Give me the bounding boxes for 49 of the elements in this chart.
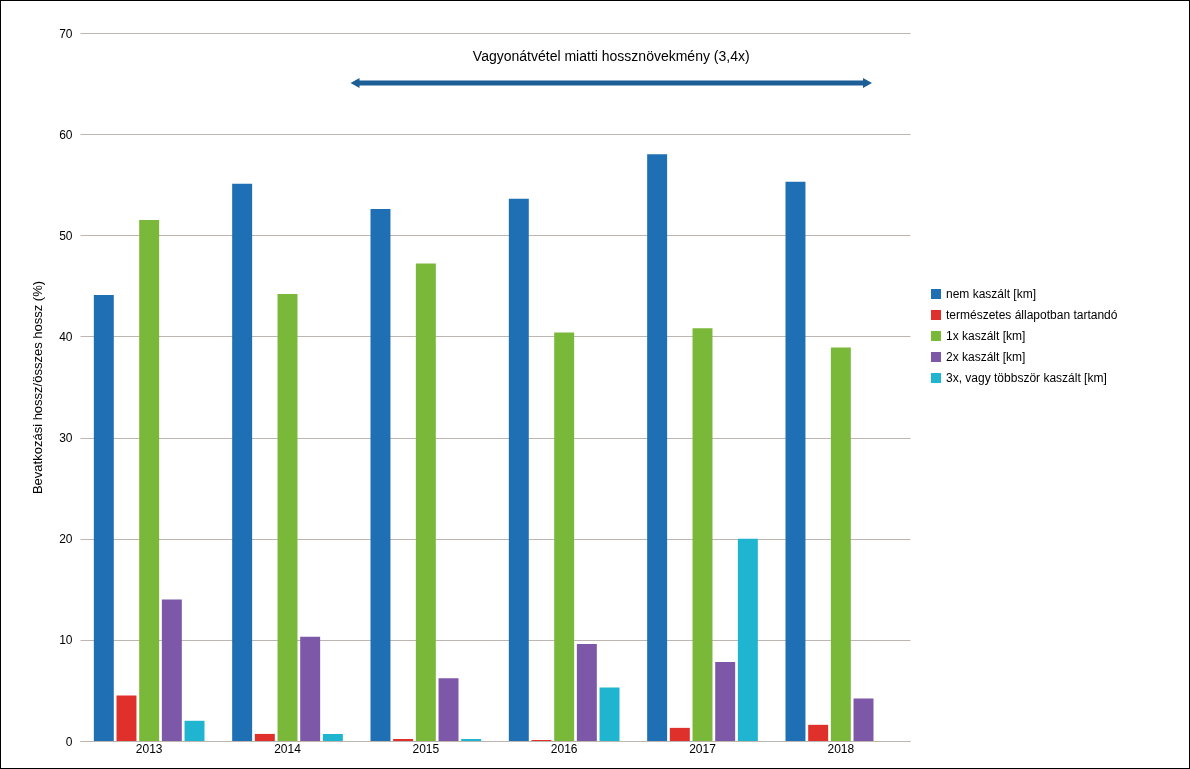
x-tick-label: 2015 [412,741,440,756]
legend-label: 3x, vagy többször kaszált [km] [946,371,1107,385]
y-tick-label: 20 [59,532,73,547]
bar [669,727,690,741]
bar [254,733,275,741]
legend-label: 2x kaszált [km] [946,350,1026,364]
y-tick-label: 10 [59,633,73,648]
bar [554,332,575,741]
y-tick-label: 0 [65,734,73,749]
y-tick-label: 50 [59,228,73,243]
annotation: Vagyonátvétel miatti hossznövekmény (3,4x) [472,48,750,64]
bar [737,538,758,741]
x-tick-label: 2016 [550,741,578,756]
legend-label: nem kaszált [km] [946,287,1037,301]
bar [830,347,851,741]
x-tick-label: 2014 [274,741,302,756]
bar [139,220,160,741]
bar [415,263,436,741]
bar [853,698,874,741]
bar [370,208,391,741]
bar [322,733,343,741]
bar [184,720,205,741]
x-tick-label: 2013 [135,741,163,756]
bar [161,599,182,741]
bar [692,328,713,741]
legend-label: természetes állapotban tartandó [946,308,1118,322]
x-tick-label: 2018 [827,741,855,756]
bar [508,198,529,741]
bar [93,294,114,741]
bar [116,695,137,741]
x-tick-label: 2017 [689,741,717,756]
bar [393,738,414,741]
y-tick-label: 60 [59,127,73,142]
y-tick-label: 30 [59,431,73,446]
y-tick-label: 70 [59,26,73,41]
bar [277,293,298,741]
bar [232,183,253,741]
bar [438,678,459,741]
y-axis-title: Bevatkozási hossz/összes hossz (%) [30,280,46,495]
y-tick-label: 40 [59,329,73,344]
bar [576,643,597,741]
bar [300,636,321,741]
bar [647,154,668,741]
legend-label: 1x kaszált [km] [946,329,1026,343]
bar [599,687,620,741]
bar [785,181,806,741]
bar [808,724,829,741]
bar [461,738,482,741]
bar [715,662,736,741]
